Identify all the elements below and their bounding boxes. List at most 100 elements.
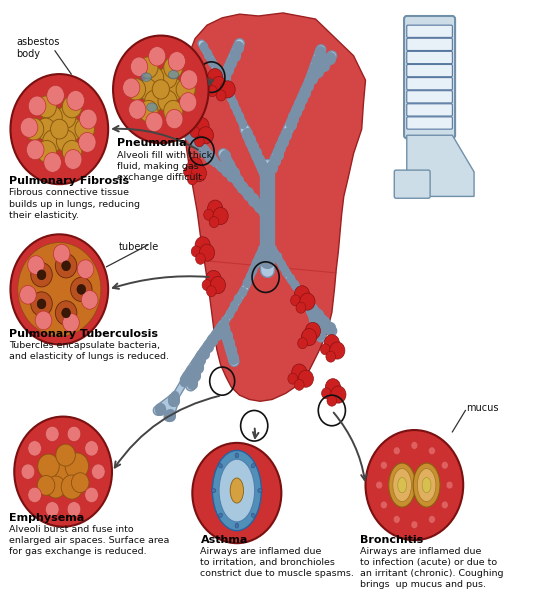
- Circle shape: [51, 119, 68, 139]
- Ellipse shape: [213, 451, 262, 531]
- Circle shape: [138, 78, 157, 100]
- Circle shape: [129, 100, 146, 120]
- Circle shape: [56, 130, 76, 152]
- Circle shape: [62, 140, 82, 162]
- Circle shape: [393, 516, 400, 524]
- Circle shape: [180, 70, 198, 89]
- Circle shape: [441, 462, 448, 469]
- Circle shape: [428, 447, 435, 455]
- Circle shape: [31, 263, 52, 287]
- Circle shape: [44, 153, 62, 172]
- Circle shape: [61, 475, 83, 499]
- Circle shape: [92, 464, 105, 479]
- Circle shape: [298, 370, 313, 387]
- Circle shape: [322, 388, 331, 399]
- Circle shape: [144, 67, 164, 88]
- Ellipse shape: [235, 453, 239, 458]
- Text: asbestos
body: asbestos body: [16, 37, 59, 59]
- Text: Alveoli fill with thick
fluid, making gas
exchange difficult.: Alveoli fill with thick fluid, making ga…: [117, 151, 213, 181]
- Circle shape: [300, 293, 315, 310]
- Circle shape: [36, 118, 56, 140]
- Circle shape: [290, 295, 300, 306]
- FancyBboxPatch shape: [407, 78, 452, 90]
- Ellipse shape: [417, 468, 436, 501]
- Circle shape: [446, 481, 453, 489]
- Circle shape: [47, 454, 79, 489]
- Polygon shape: [407, 135, 474, 196]
- Circle shape: [126, 78, 146, 100]
- Circle shape: [21, 464, 35, 479]
- Circle shape: [84, 487, 99, 503]
- Circle shape: [70, 277, 92, 302]
- FancyBboxPatch shape: [407, 64, 452, 77]
- Circle shape: [28, 96, 46, 116]
- FancyBboxPatch shape: [407, 104, 452, 116]
- Circle shape: [63, 118, 83, 140]
- Circle shape: [198, 127, 214, 144]
- Circle shape: [62, 308, 70, 318]
- Circle shape: [376, 481, 383, 489]
- Circle shape: [294, 379, 304, 390]
- Circle shape: [211, 77, 227, 94]
- Circle shape: [380, 462, 387, 469]
- Text: Emphysema: Emphysema: [9, 512, 84, 523]
- Circle shape: [130, 57, 148, 77]
- Circle shape: [28, 441, 41, 456]
- Circle shape: [393, 447, 400, 455]
- Circle shape: [37, 299, 46, 309]
- Circle shape: [38, 454, 59, 478]
- Circle shape: [199, 244, 215, 261]
- Ellipse shape: [168, 70, 179, 79]
- Circle shape: [81, 291, 98, 309]
- Circle shape: [64, 150, 82, 169]
- FancyBboxPatch shape: [407, 38, 452, 50]
- Circle shape: [18, 243, 101, 336]
- Circle shape: [65, 453, 88, 479]
- Ellipse shape: [219, 459, 255, 522]
- Ellipse shape: [147, 103, 157, 112]
- FancyBboxPatch shape: [404, 16, 455, 139]
- Ellipse shape: [211, 489, 216, 492]
- Circle shape: [37, 270, 46, 280]
- Circle shape: [46, 476, 65, 498]
- Circle shape: [195, 136, 204, 147]
- Circle shape: [292, 364, 307, 381]
- Circle shape: [166, 109, 183, 129]
- Text: Alveoli burst and fuse into
enlarged air spaces. Surface area
for gas exchange i: Alveoli burst and fuse into enlarged air…: [9, 525, 169, 556]
- Circle shape: [195, 237, 210, 254]
- Circle shape: [10, 74, 108, 184]
- Circle shape: [63, 313, 79, 332]
- Text: Asthma: Asthma: [201, 535, 248, 544]
- Circle shape: [14, 417, 112, 527]
- Circle shape: [204, 209, 214, 220]
- Circle shape: [192, 443, 281, 543]
- Circle shape: [301, 332, 311, 343]
- Ellipse shape: [398, 478, 407, 493]
- Circle shape: [164, 101, 183, 122]
- Circle shape: [78, 132, 96, 152]
- Circle shape: [208, 86, 217, 97]
- Ellipse shape: [235, 523, 239, 528]
- Circle shape: [305, 322, 320, 340]
- Circle shape: [330, 342, 345, 359]
- Circle shape: [190, 127, 200, 138]
- Circle shape: [146, 112, 163, 132]
- Circle shape: [56, 301, 77, 325]
- Circle shape: [152, 80, 169, 99]
- Text: Pulmonary Fibrosis: Pulmonary Fibrosis: [9, 176, 129, 186]
- Circle shape: [37, 476, 55, 495]
- Circle shape: [191, 246, 201, 257]
- Ellipse shape: [141, 73, 152, 82]
- FancyBboxPatch shape: [407, 25, 452, 37]
- Circle shape: [45, 426, 59, 441]
- Circle shape: [158, 67, 177, 88]
- Text: Tubercles encapsulate bacteria,
and elasticity of lungs is reduced.: Tubercles encapsulate bacteria, and elas…: [9, 341, 169, 362]
- Circle shape: [67, 91, 84, 110]
- Circle shape: [35, 311, 52, 330]
- FancyBboxPatch shape: [394, 170, 430, 198]
- Circle shape: [31, 292, 52, 316]
- Circle shape: [84, 441, 99, 456]
- Circle shape: [56, 254, 77, 278]
- Circle shape: [28, 256, 44, 275]
- Circle shape: [123, 78, 140, 97]
